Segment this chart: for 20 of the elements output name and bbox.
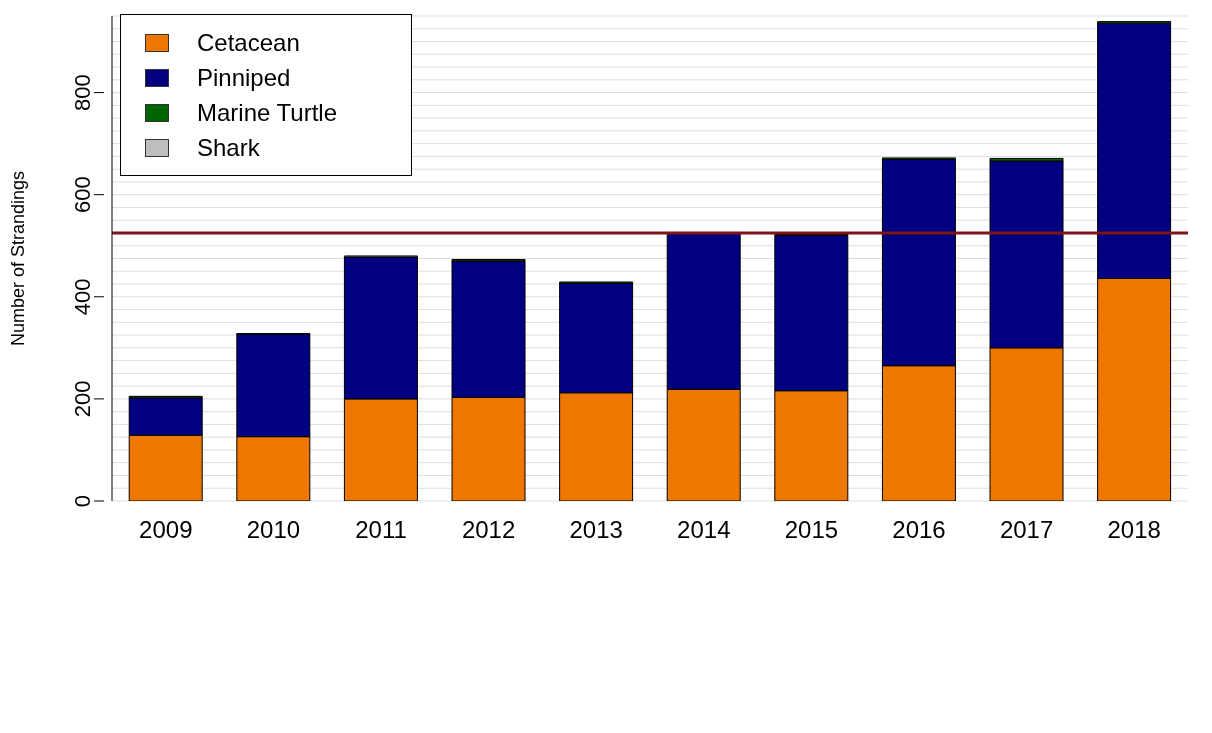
x-tick-label: 2013 bbox=[569, 516, 623, 544]
x-tick-label: 2011 bbox=[355, 516, 407, 544]
legend-label: Marine Turtle bbox=[197, 98, 338, 127]
legend-label: Shark bbox=[197, 133, 260, 162]
y-tick-label: 600 bbox=[69, 176, 95, 214]
y-tick-label: 0 bbox=[69, 494, 95, 508]
x-tick-label: 2018 bbox=[1107, 516, 1161, 544]
x-tick-label: 2014 bbox=[677, 516, 731, 544]
x-tick-label: 2010 bbox=[246, 516, 301, 544]
x-tick-label: 2016 bbox=[892, 516, 946, 544]
x-tick-label: 2015 bbox=[784, 516, 839, 544]
x-tick-label: 2009 bbox=[139, 516, 193, 544]
legend-label: Pinniped bbox=[197, 63, 291, 92]
y-axis-title: Number of Strandings bbox=[8, 170, 29, 347]
y-tick-label: 800 bbox=[69, 74, 95, 111]
y-tick-label: 200 bbox=[69, 380, 95, 418]
legend-label: Cetacean bbox=[197, 28, 300, 57]
x-tick-label: 2017 bbox=[999, 516, 1054, 544]
x-tick-label: 2012 bbox=[461, 516, 516, 544]
y-tick-label: 400 bbox=[69, 278, 95, 316]
